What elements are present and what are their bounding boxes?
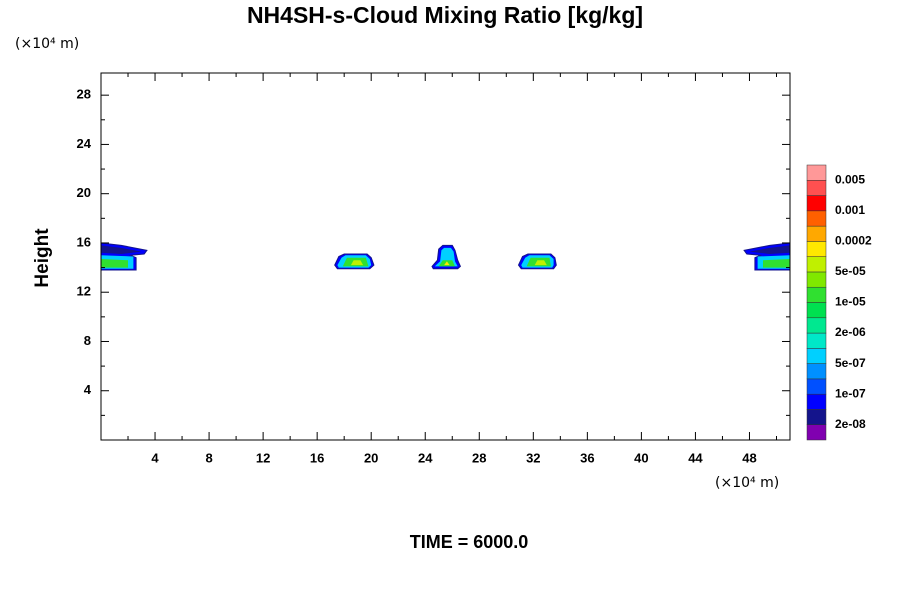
contour-region xyxy=(763,259,790,268)
time-label: TIME = 6000.0 xyxy=(410,532,529,552)
x-tick-label: 28 xyxy=(472,450,486,465)
colorbar-box xyxy=(806,195,827,212)
x-axis-unit: (×10⁴ m) xyxy=(715,475,779,491)
colorbar-label: 1e-07 xyxy=(835,386,866,400)
x-tick-label: 40 xyxy=(634,450,648,465)
y-tick-label: 28 xyxy=(77,87,91,102)
colorbar-label: 5e-07 xyxy=(835,356,866,370)
contour-region xyxy=(101,259,128,268)
colorbar-box xyxy=(806,286,827,303)
colorbar-box xyxy=(806,393,827,410)
x-tick-label: 20 xyxy=(364,450,378,465)
colorbar-box xyxy=(806,256,827,273)
colorbar-box xyxy=(806,317,827,334)
colorbar-box xyxy=(806,409,827,425)
colorbar-box xyxy=(806,348,827,364)
colorbar-label: 0.005 xyxy=(835,172,865,186)
contour-region xyxy=(444,261,450,266)
colorbar-box xyxy=(806,210,827,227)
y-tick-label: 16 xyxy=(77,234,91,249)
colorbar-label: 0.0002 xyxy=(835,234,872,248)
colorbar-label: 0.001 xyxy=(835,203,865,217)
x-tick-label: 32 xyxy=(526,450,540,465)
colorbar-label: 2e-08 xyxy=(835,417,866,431)
contour-region xyxy=(101,245,142,254)
colorbar-box xyxy=(806,271,827,288)
y-axis-label: Height xyxy=(32,228,53,288)
x-tick-label: 12 xyxy=(256,450,270,465)
x-tick-label: 8 xyxy=(205,450,212,465)
colorbar-box xyxy=(806,225,827,242)
y-tick-label: 12 xyxy=(77,284,91,299)
x-tick-label: 44 xyxy=(688,450,703,465)
y-tick-label: 24 xyxy=(77,136,92,151)
x-tick-label: 36 xyxy=(580,450,594,465)
colorbar-box xyxy=(806,363,827,380)
y-axis-unit: (×10⁴ m) xyxy=(15,36,79,52)
chart-title: NH4SH-s-Cloud Mixing Ratio [kg/kg] xyxy=(247,2,643,28)
colorbar-box xyxy=(806,424,827,441)
contour-region xyxy=(749,245,790,254)
colorbar-box xyxy=(806,302,827,319)
x-tick-label: 16 xyxy=(310,450,324,465)
colorbar-label: 2e-06 xyxy=(835,325,866,339)
contour-region xyxy=(534,260,547,266)
colorbar-box xyxy=(806,378,827,395)
colorbar-label: 5e-05 xyxy=(835,264,866,278)
colorbar-box xyxy=(806,180,827,196)
y-tick-label: 4 xyxy=(84,382,92,397)
x-tick-label: 4 xyxy=(151,450,159,465)
x-tick-label: 24 xyxy=(418,450,433,465)
y-tick-label: 8 xyxy=(84,333,91,348)
colorbar-box xyxy=(806,332,827,349)
colorbar-box xyxy=(806,164,827,181)
y-tick-label: 20 xyxy=(77,185,91,200)
contour-layer xyxy=(101,242,790,271)
x-tick-label: 48 xyxy=(742,450,756,465)
plot-frame xyxy=(100,72,791,441)
colorbar-box xyxy=(806,241,827,257)
colorbar-label: 1e-05 xyxy=(835,295,866,309)
contour-region xyxy=(350,260,364,266)
